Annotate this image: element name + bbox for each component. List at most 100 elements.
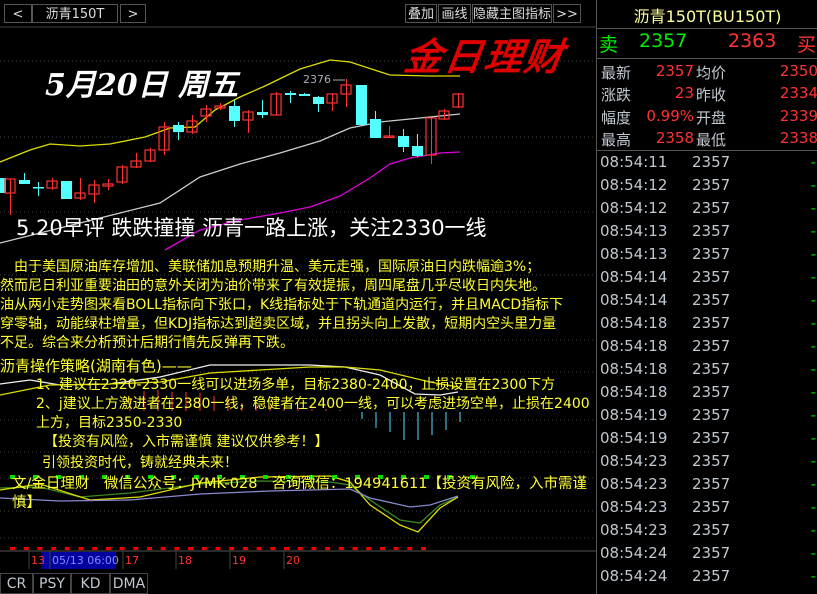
red-marker bbox=[174, 547, 180, 550]
tick-d: - bbox=[810, 176, 816, 194]
next-symbol-button[interactable]: > bbox=[120, 4, 146, 23]
tab-cr[interactable]: CR bbox=[0, 573, 33, 594]
date-axis-label: 05/13 06:00 bbox=[52, 554, 119, 567]
red-marker bbox=[311, 547, 317, 550]
date-axis-label: 17 bbox=[125, 554, 139, 567]
tick-p: 2357 bbox=[692, 199, 731, 217]
red-marker bbox=[229, 547, 235, 550]
date-axis-label: 13 bbox=[31, 554, 45, 567]
hide-indicators-button[interactable]: 隐藏主图指标 bbox=[472, 4, 552, 23]
green-marker bbox=[148, 475, 153, 479]
tick-row: 08:54:11 2357 - bbox=[600, 153, 817, 176]
green-marker bbox=[309, 475, 314, 479]
tab-psy[interactable]: PSY bbox=[33, 573, 71, 594]
candle-body bbox=[326, 93, 338, 104]
tick-p: 2357 bbox=[692, 153, 731, 171]
more-button[interactable]: >> bbox=[553, 4, 581, 23]
symbol-selector[interactable]: 沥青150T bbox=[32, 4, 118, 23]
tick-d: - bbox=[810, 452, 816, 470]
tick-t: 08:54:13 bbox=[600, 222, 668, 240]
tick-p: 2357 bbox=[692, 291, 731, 309]
red-marker bbox=[338, 547, 344, 550]
candle-body bbox=[61, 181, 72, 199]
date-axis-label: 19 bbox=[232, 554, 246, 567]
tick-p: 2357 bbox=[692, 567, 731, 585]
draw-line-button[interactable]: 画线 bbox=[438, 4, 471, 23]
paragraph-line: 不足。综合来分析预计后期行情先反弹再下跌。 bbox=[0, 335, 294, 351]
tick-t: 08:54:23 bbox=[600, 498, 668, 516]
tick-t: 08:54:18 bbox=[600, 383, 668, 401]
tick-d: - bbox=[810, 222, 816, 240]
red-marker bbox=[78, 547, 84, 550]
tick-d: - bbox=[810, 544, 816, 562]
tick-t: 08:54:12 bbox=[600, 176, 668, 194]
stat-v: 0.99% bbox=[646, 106, 694, 125]
red-marker bbox=[64, 547, 70, 550]
tick-p: 2357 bbox=[692, 383, 731, 401]
candle-body bbox=[116, 166, 128, 183]
tick-d: - bbox=[810, 429, 816, 447]
tick-t: 08:54:24 bbox=[600, 567, 668, 585]
candle-body bbox=[425, 117, 437, 156]
buy-label: 买 bbox=[797, 34, 817, 56]
green-marker bbox=[378, 475, 383, 479]
stat-l: 最高 bbox=[601, 130, 632, 149]
sell-label: 卖 bbox=[599, 34, 619, 56]
article-body: 由于美国原油库存增加、美联储加息预期升温、美元走强，国际原油日内跌幅逾3%； 然而… bbox=[0, 258, 592, 513]
candle-body bbox=[186, 120, 198, 133]
red-marker bbox=[10, 547, 15, 550]
quote-stat-row: 涨跌 23 昨收 2334 bbox=[599, 84, 817, 106]
tick-d: - bbox=[810, 245, 816, 263]
prev-symbol-button[interactable]: < bbox=[4, 4, 32, 23]
candle-body bbox=[46, 180, 58, 189]
tab-dma[interactable]: DMA bbox=[110, 573, 148, 594]
tick-d: - bbox=[810, 567, 816, 585]
green-marker bbox=[217, 475, 222, 479]
tick-row: 08:54:24 2357 - bbox=[600, 544, 817, 567]
slogan: 引领投资时代，铸就经典未来！ bbox=[42, 455, 238, 471]
red-marker bbox=[325, 547, 331, 550]
tick-t: 08:54:23 bbox=[600, 452, 668, 470]
tick-row: 08:54:12 2357 - bbox=[600, 199, 817, 222]
candlestick-chart[interactable]: 13 05/13 06:00 17 18 19 20 bbox=[0, 0, 596, 594]
green-marker bbox=[102, 475, 107, 479]
tick-row: 08:54:23 2357 - bbox=[600, 521, 817, 544]
red-marker bbox=[201, 547, 207, 550]
tab-kd[interactable]: KD bbox=[71, 573, 110, 594]
candle-body bbox=[299, 94, 310, 96]
paragraph-line: 穿零轴，动能绿柱增量，但KDJ指标达到超卖区域，并且拐头向上发散，短期内空头里力… bbox=[0, 316, 557, 332]
tick-row: 08:54:13 2357 - bbox=[600, 222, 817, 245]
tick-row: 08:54:18 2357 - bbox=[600, 314, 817, 337]
candle-body bbox=[438, 110, 450, 120]
red-marker bbox=[242, 547, 248, 550]
green-marker bbox=[263, 475, 268, 479]
tick-p: 2357 bbox=[692, 245, 731, 263]
paragraph-line: 然而尼日利亚重要油田的意外关闭为油价带来了有效提振，周四尾盘几乎尽收日内失地。 bbox=[0, 278, 546, 294]
candle-body bbox=[370, 119, 381, 138]
red-marker bbox=[366, 547, 372, 550]
candle-body bbox=[257, 112, 268, 115]
paragraph-line: 油从两小走势图来看BOLL指标向下张口，K线指标处于下轨通道内运行，并且MACD… bbox=[0, 297, 564, 313]
tick-row: 08:54:23 2357 - bbox=[600, 452, 817, 475]
stat-l: 最新 bbox=[601, 64, 632, 82]
green-marker bbox=[125, 475, 130, 479]
green-marker bbox=[470, 475, 475, 479]
kdj-d-line bbox=[0, 488, 459, 508]
overlay-button[interactable]: 叠加 bbox=[405, 4, 437, 23]
green-marker bbox=[10, 475, 15, 479]
green-marker bbox=[33, 475, 38, 479]
red-marker bbox=[92, 547, 98, 550]
red-marker bbox=[270, 547, 276, 550]
red-marker bbox=[119, 547, 125, 550]
green-marker bbox=[332, 475, 337, 479]
tick-p: 2357 bbox=[692, 475, 731, 493]
tick-row: 08:54:14 2357 - bbox=[600, 268, 817, 291]
date-axis-label: 20 bbox=[286, 554, 300, 567]
tick-t: 08:54:18 bbox=[600, 360, 668, 378]
tick-d: - bbox=[810, 268, 816, 286]
candle-body bbox=[88, 184, 100, 195]
tick-p: 2357 bbox=[692, 429, 731, 447]
candle-body bbox=[144, 149, 156, 162]
candle-body bbox=[4, 178, 16, 194]
